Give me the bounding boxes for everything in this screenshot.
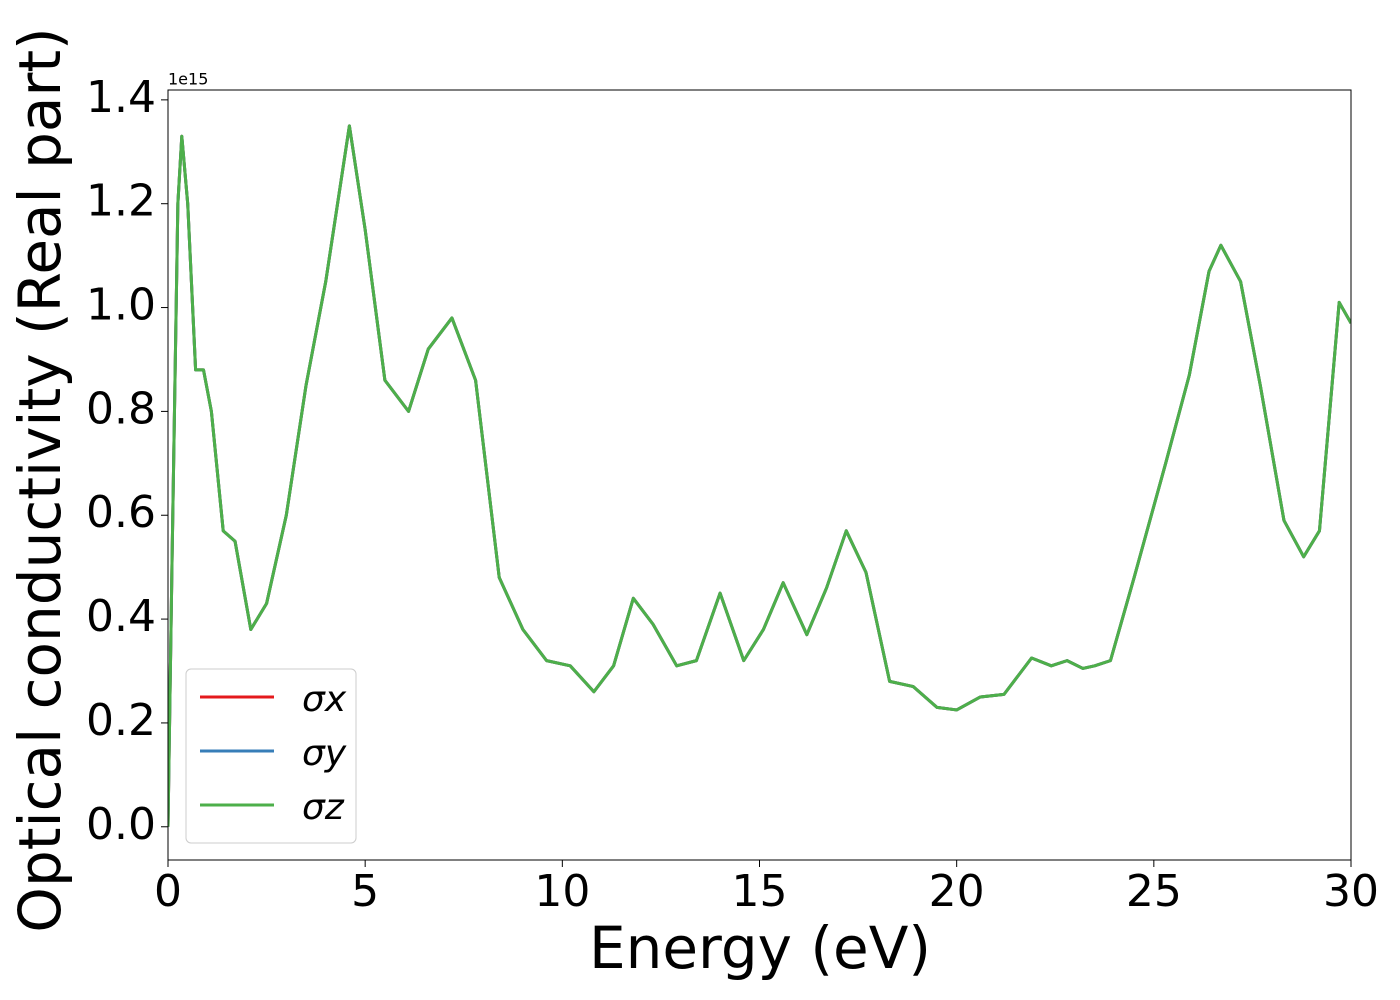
x-tick-label: 15 bbox=[732, 866, 788, 917]
x-axis-label: Energy (eV) bbox=[589, 914, 931, 982]
y-tick-label: 0.2 bbox=[86, 695, 156, 746]
data-line bbox=[168, 124, 1351, 827]
x-tick-label: 30 bbox=[1323, 866, 1379, 917]
legend-label: σx bbox=[302, 679, 347, 720]
legend-label: σz bbox=[302, 787, 345, 828]
y-tick-label: 0.0 bbox=[86, 799, 156, 850]
x-tick-label: 20 bbox=[929, 866, 985, 917]
x-tick-label: 0 bbox=[154, 866, 182, 917]
x-tick-label: 5 bbox=[351, 866, 379, 917]
y-tick-label: 0.6 bbox=[86, 487, 156, 538]
legend-label: σy bbox=[302, 733, 347, 774]
y-tick-label: 0.4 bbox=[86, 591, 156, 642]
x-tick-label: 10 bbox=[534, 866, 590, 917]
x-tick-label: 25 bbox=[1126, 866, 1182, 917]
y-offset-label: 1e15 bbox=[168, 70, 208, 89]
legend-box bbox=[185, 668, 357, 844]
y-tick-label: 1.4 bbox=[86, 72, 156, 123]
y-axis-label: Optical conductivity (Real part) bbox=[6, 27, 74, 932]
y-tick-label: 0.8 bbox=[86, 383, 156, 434]
y-tick-label: 1.0 bbox=[86, 280, 156, 331]
y-tick-label: 1.2 bbox=[86, 176, 156, 227]
plot-frame bbox=[167, 89, 1352, 861]
